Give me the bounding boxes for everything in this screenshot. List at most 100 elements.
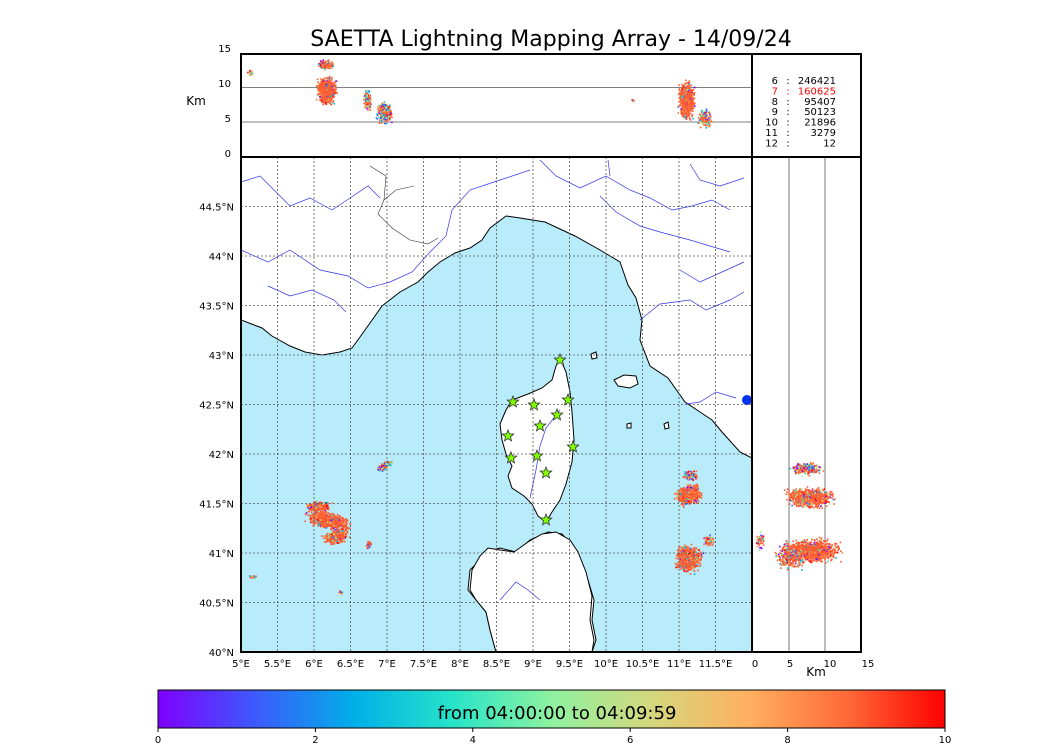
altitude-tick-label: 10 <box>218 79 231 90</box>
colorbar-label: from 04:00:00 to 04:09:59 <box>438 703 677 724</box>
lon-tick-label: 6.5°E <box>337 659 364 670</box>
lon-tick-label: 10.5°E <box>626 659 660 670</box>
count-value: 21896 <box>804 118 836 129</box>
altitude-tick-label: 15 <box>218 44 231 55</box>
count-level: 11 <box>765 128 778 139</box>
rivers <box>241 159 745 601</box>
side-altitude-tick-label: 10 <box>824 659 837 670</box>
altitude-lon-sources <box>247 59 713 129</box>
altitude-latitude-panel: 0 5 10 15 Km <box>751 156 875 679</box>
altitude-tick-label: 5 <box>225 114 231 125</box>
count-level: 8 <box>772 97 778 108</box>
count-value: 12 <box>823 138 836 149</box>
count-separator: : <box>786 97 789 108</box>
count-value: 3279 <box>811 128 836 139</box>
counts-panel: 6:2464217:1606258:954079:5012310:2189611… <box>751 53 862 158</box>
lon-tick-label: 10°E <box>594 659 618 670</box>
count-value: 50123 <box>804 107 836 118</box>
lon-tick-label: 9.5°E <box>556 659 583 670</box>
count-separator: : <box>786 86 789 97</box>
count-separator: : <box>786 128 789 139</box>
count-level: 12 <box>765 138 778 149</box>
colorbar-tick-label: 8 <box>784 735 790 746</box>
side-altitude-axis-ticks: 0 5 10 15 <box>752 659 875 670</box>
count-level: 10 <box>765 118 778 129</box>
count-row: 7:160625 <box>772 86 836 97</box>
side-altitude-tick-label: 0 <box>752 659 758 670</box>
count-separator: : <box>786 76 789 87</box>
colorbar-ticks: 0 2 4 6 8 10 <box>155 728 952 746</box>
count-separator: : <box>786 107 789 118</box>
side-altitude-tick-label: 15 <box>862 659 875 670</box>
count-separator: : <box>786 118 789 129</box>
station-star-icon <box>527 397 541 411</box>
count-row: 9: 50123 <box>772 107 836 118</box>
country-borders <box>369 165 439 245</box>
station-star-icon <box>504 450 518 464</box>
colorbar-tick-label: 2 <box>312 735 318 746</box>
station-star-icon <box>561 392 575 406</box>
lon-tick-label: 7°E <box>378 659 396 670</box>
count-value: 246421 <box>798 76 836 87</box>
latitude-tick-labels: 44.5°N 44°N 43.5°N 43°N 42.5°N 42°N 41.5°N 41°N… <box>199 203 234 660</box>
altitude-tick-label: 0 <box>225 149 231 160</box>
lon-tick-label: 6°E <box>305 659 323 670</box>
count-row: 11: 3279 <box>765 128 836 139</box>
time-colorbar: from 04:00:00 to 04:09:59 0 2 4 6 8 10 <box>155 689 952 746</box>
station-star-icon <box>539 512 553 526</box>
count-level: 6 <box>772 76 778 87</box>
lat-tick-label: 43°N <box>209 351 234 362</box>
colorbar-tick-label: 6 <box>627 735 633 746</box>
station-star-icon <box>530 448 544 462</box>
lat-tick-label: 42°N <box>209 450 234 461</box>
lma-stations <box>501 352 580 526</box>
count-separator: : <box>786 138 789 149</box>
elba-island <box>613 374 639 389</box>
lat-tick-label: 43.5°N <box>199 302 234 313</box>
count-level: 9 <box>772 107 778 118</box>
lat-tick-label: 40.5°N <box>199 599 234 610</box>
count-row: 10: 21896 <box>765 118 836 129</box>
lat-tick-label: 44°N <box>209 252 234 263</box>
count-value: 95407 <box>804 97 836 108</box>
count-level: 7 <box>772 86 778 97</box>
station-star-icon <box>566 439 580 453</box>
side-altitude-unit-label: Km <box>806 665 826 679</box>
altitude-lat-sources <box>755 461 844 571</box>
station-star-icon <box>553 352 567 366</box>
longitude-tick-labels: 5°E 5.5°E 6°E 6.5°E 7°E 7.5°E 8°E 8.5°E 9°E 9.5°E… <box>232 659 732 670</box>
lon-tick-label: 11.5°E <box>699 659 733 670</box>
lightning-sources <box>249 460 715 595</box>
count-row: 8: 95407 <box>772 97 836 108</box>
lon-tick-label: 5.5°E <box>264 659 291 670</box>
lon-tick-label: 9°E <box>524 659 542 670</box>
altitude-axis-ticks: 15 10 5 0 <box>218 44 231 160</box>
lat-tick-label: 44.5°N <box>199 203 234 214</box>
count-value: 160625 <box>798 86 836 97</box>
lon-tick-label: 8°E <box>451 659 469 670</box>
lon-tick-label: 8.5°E <box>483 659 510 670</box>
station-count-list: 6:2464217:1606258:954079:5012310:2189611… <box>765 76 836 149</box>
lat-tick-label: 41.5°N <box>199 500 234 511</box>
sardinia-island <box>469 531 595 652</box>
station-star-icon <box>550 407 564 421</box>
figure-title: SAETTA Lightning Mapping Array - 14/09/2… <box>310 27 791 52</box>
lat-tick-label: 41°N <box>209 549 234 560</box>
altitude-unit-label: Km <box>186 94 206 108</box>
lon-tick-label: 7.5°E <box>410 659 437 670</box>
side-altitude-tick-label: 5 <box>787 659 793 670</box>
lat-tick-label: 40°N <box>209 648 234 659</box>
colorbar-tick-label: 4 <box>470 735 476 746</box>
lon-tick-label: 11°E <box>667 659 691 670</box>
altitude-longitude-panel: 15 10 5 0 Km <box>186 44 753 160</box>
station-star-icon <box>533 418 547 432</box>
map-graticule <box>241 157 752 652</box>
station-star-icon <box>501 428 515 442</box>
lat-tick-label: 42.5°N <box>199 401 234 412</box>
colorbar-tick-label: 10 <box>939 735 952 746</box>
colorbar-tick-label: 0 <box>155 735 161 746</box>
station-star-icon <box>539 465 553 479</box>
count-row: 6:246421 <box>772 76 836 87</box>
count-row: 12:12 <box>765 138 836 149</box>
